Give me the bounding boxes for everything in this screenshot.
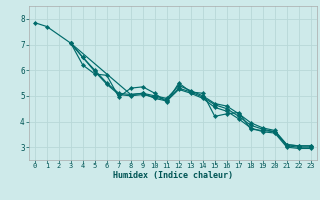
- X-axis label: Humidex (Indice chaleur): Humidex (Indice chaleur): [113, 171, 233, 180]
